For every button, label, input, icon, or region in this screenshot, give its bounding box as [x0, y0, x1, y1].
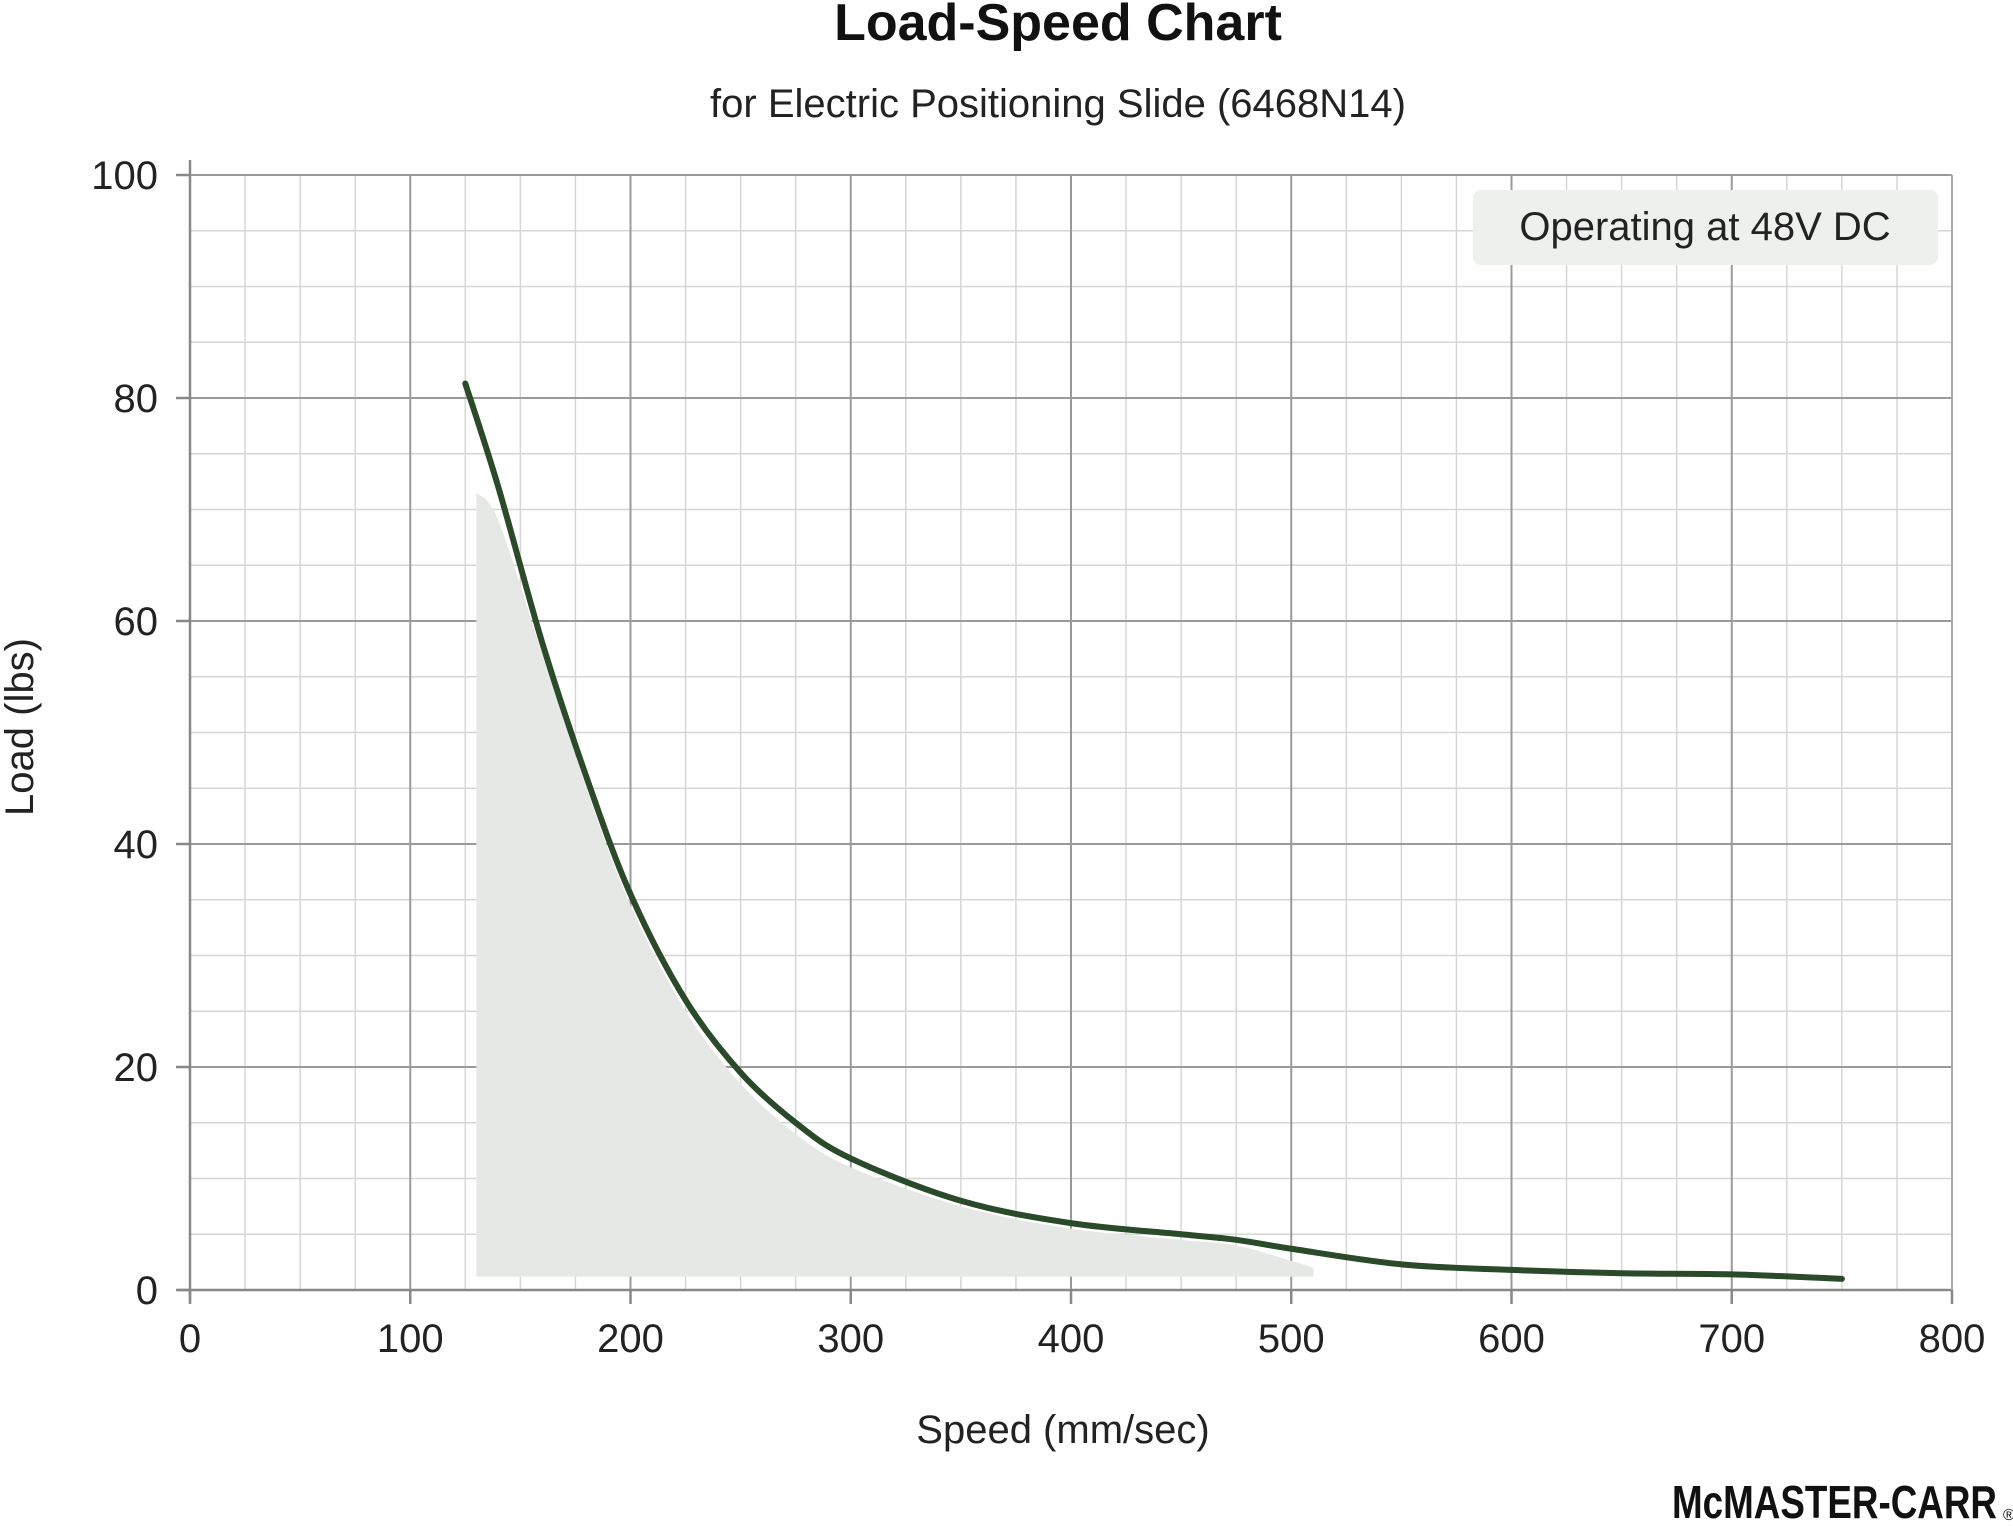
series-line-load-speed — [462, 380, 1845, 1282]
shaded-operating-region — [476, 492, 1314, 1277]
y-tick-label: 80 — [114, 377, 159, 421]
x-tick-label: 600 — [1478, 1317, 1545, 1361]
x-tick-label: 400 — [1038, 1317, 1105, 1361]
y-tick-label: 40 — [114, 823, 159, 867]
y-tick-label: 20 — [114, 1046, 159, 1090]
x-tick-label: 100 — [377, 1317, 444, 1361]
y-tick-label: 100 — [91, 154, 158, 198]
axes — [176, 160, 1954, 1304]
x-tick-label: 500 — [1258, 1317, 1325, 1361]
x-tick-label: 200 — [597, 1317, 664, 1361]
chart-subtitle: for Electric Positioning Slide (6468N14) — [710, 82, 1406, 126]
brand-logo: McMASTER-CARR ® — [1672, 1476, 2013, 1526]
x-tick-label: 800 — [1919, 1317, 1986, 1361]
y-axis-label: Load (lbs) — [0, 638, 42, 816]
brand-logo-text: McMASTER-CARR — [1672, 1476, 1997, 1526]
x-tick-label: 300 — [817, 1317, 884, 1361]
tick-labels: 0 100 200 300 400 500 600 700 800 0 20 40 60 80 100 — [91, 154, 1985, 1361]
operating-voltage-badge: Operating at 48V DC — [1473, 190, 1938, 265]
grid — [189, 174, 1953, 1291]
x-tick-label: 0 — [179, 1317, 201, 1361]
operating-voltage-label: Operating at 48V DC — [1519, 205, 1890, 249]
y-tick-label: 0 — [136, 1269, 158, 1313]
chart-title: Load-Speed Chart — [834, 0, 1282, 52]
x-axis-label: Speed (mm/sec) — [916, 1408, 1209, 1452]
registered-mark: ® — [2003, 1507, 2013, 1524]
x-tick-label: 700 — [1698, 1317, 1765, 1361]
y-tick-label: 60 — [114, 600, 159, 644]
